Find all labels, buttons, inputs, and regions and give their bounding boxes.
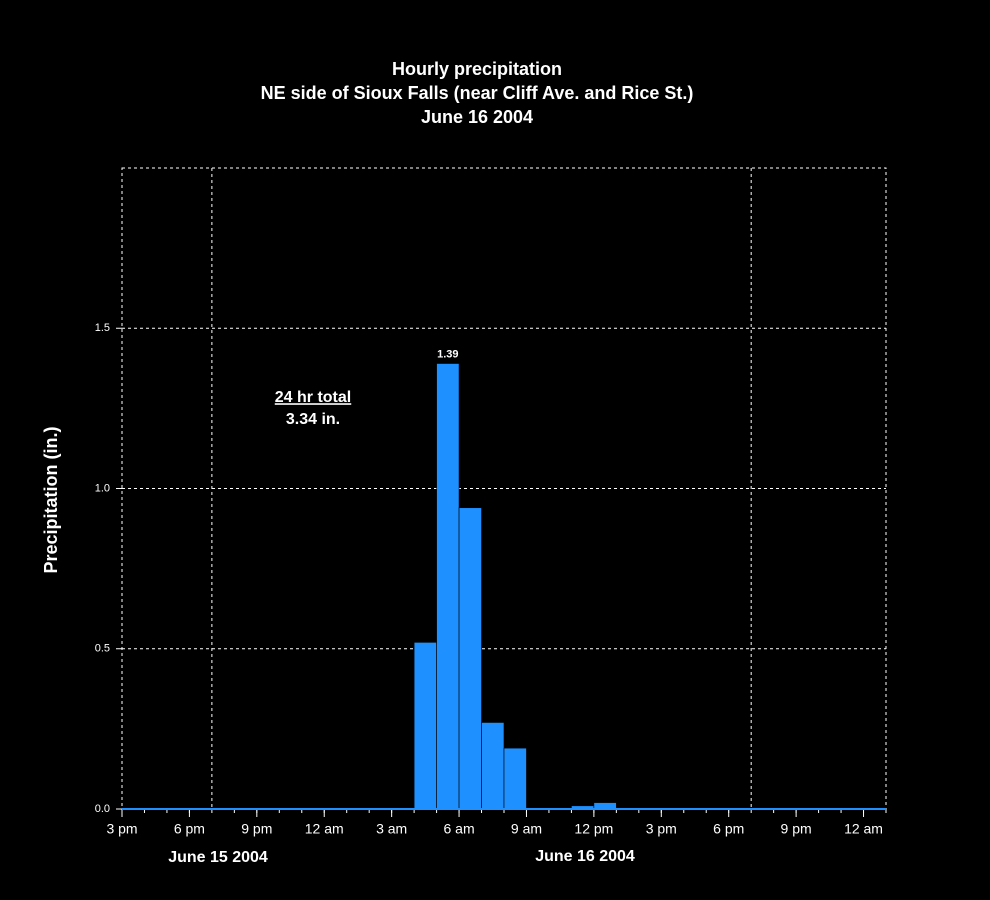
x-tick-label: 9 am — [511, 821, 542, 837]
chart-subtitle: NE side of Sioux Falls (near Cliff Ave. … — [261, 83, 694, 103]
bar — [503, 747, 527, 810]
date-label: June 16 2004 — [535, 848, 635, 865]
x-tick-label: 12 am — [305, 821, 344, 837]
x-tick-label: 6 pm — [174, 821, 205, 837]
chart-subtitle: June 16 2004 — [421, 107, 533, 127]
x-tick-label: 3 am — [376, 821, 407, 837]
date-label: June 15 2004 — [168, 849, 268, 866]
x-tick-label: 12 pm — [574, 821, 613, 837]
x-tick-label: 6 pm — [713, 821, 744, 837]
y-tick-label: 1.0 — [95, 482, 110, 494]
bar — [436, 363, 460, 810]
x-tick-label: 3 pm — [106, 821, 137, 837]
x-tick-label: 9 pm — [241, 821, 272, 837]
bar — [413, 642, 437, 810]
x-tick-label: 6 am — [443, 821, 474, 837]
annotation-text: 3.34 in. — [286, 411, 340, 428]
value-label: 1.39 — [437, 348, 458, 360]
annotation-heading: 24 hr total — [275, 389, 351, 406]
x-tick-label: 9 pm — [781, 821, 812, 837]
chart-title: Hourly precipitation — [392, 59, 562, 79]
y-tick-label: 0.5 — [95, 643, 110, 655]
y-axis-title: Precipitation (in.) — [41, 426, 61, 573]
x-tick-label: 3 pm — [646, 821, 677, 837]
bar — [481, 722, 505, 810]
y-tick-label: 0.0 — [95, 803, 110, 815]
x-tick-label: 12 am — [844, 821, 883, 837]
bar — [458, 507, 482, 810]
y-tick-label: 1.5 — [95, 322, 110, 334]
